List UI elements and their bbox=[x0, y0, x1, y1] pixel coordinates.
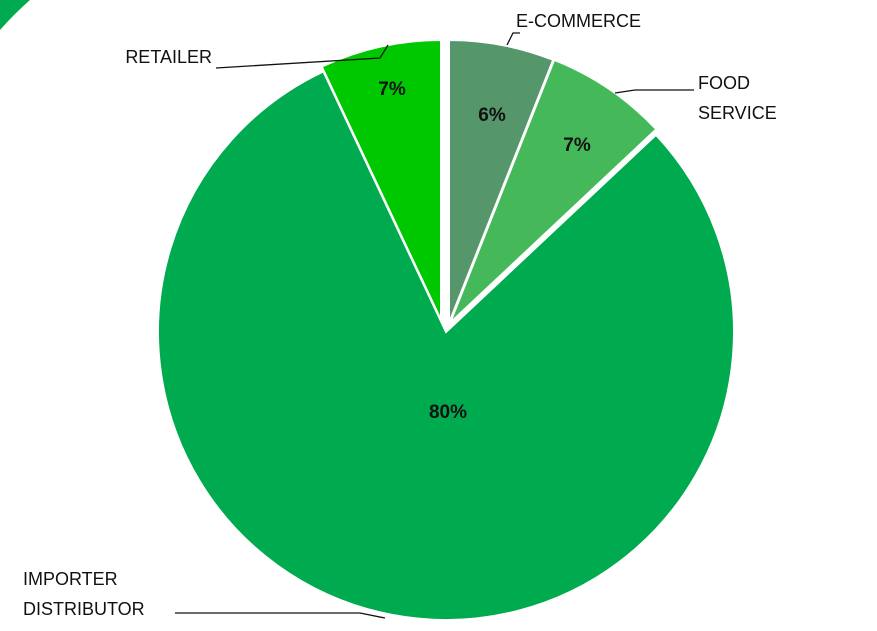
value-label: 7% bbox=[378, 79, 406, 100]
category-label: RETAILER bbox=[125, 47, 212, 67]
value-label: 7% bbox=[563, 135, 591, 156]
category-label: FOOD SERVICE bbox=[698, 73, 777, 123]
leader-line bbox=[215, 44, 389, 69]
category-label: IMPORTER DISTRIBUTOR bbox=[23, 569, 145, 619]
leader-line bbox=[614, 89, 694, 94]
pie-slice bbox=[157, 70, 735, 621]
pie-slice bbox=[448, 38, 555, 324]
pie-slice bbox=[320, 38, 442, 321]
category-label: E-COMMERCE bbox=[516, 11, 641, 31]
leader-line bbox=[506, 32, 520, 46]
pie-slice bbox=[449, 58, 658, 324]
leader-line bbox=[175, 612, 386, 619]
value-label: 80% bbox=[429, 402, 467, 423]
corner-decoration bbox=[0, 0, 30, 30]
value-label: 6% bbox=[478, 105, 506, 126]
